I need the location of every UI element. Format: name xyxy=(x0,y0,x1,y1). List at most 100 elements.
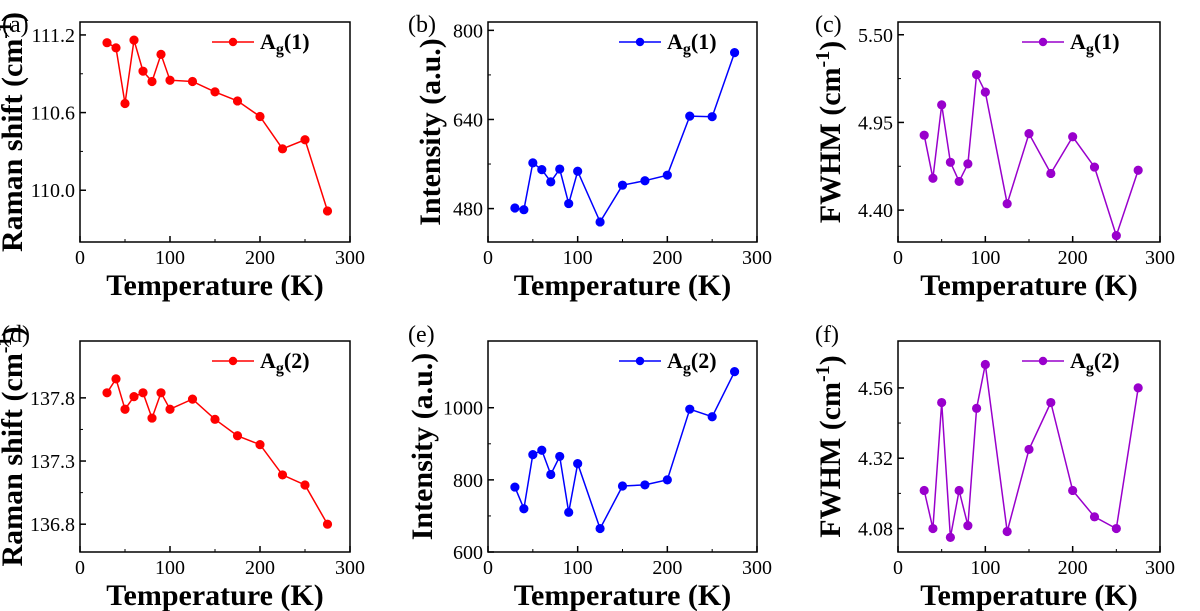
legend-marker xyxy=(1038,356,1048,366)
data-point xyxy=(232,431,243,441)
data-point xyxy=(210,414,220,424)
x-axis-label: Temperature (K) xyxy=(920,269,1137,302)
y-axis-label: Intensity (a.u.) xyxy=(414,38,447,226)
x-tick-label: 100 xyxy=(563,557,593,579)
data-point xyxy=(1133,383,1143,393)
legend: Ag(1) xyxy=(212,29,310,58)
x-tick-label: 300 xyxy=(335,557,365,579)
data-point xyxy=(165,75,175,85)
y-tick-label: 1000 xyxy=(443,398,483,420)
y-tick-label: 4.08 xyxy=(858,519,893,541)
x-tick-label: 300 xyxy=(742,557,772,579)
data-point xyxy=(564,507,574,517)
data-point xyxy=(937,397,947,408)
y-tick-label: 4.32 xyxy=(858,448,893,470)
data-point xyxy=(1068,485,1078,496)
data-point xyxy=(980,87,990,97)
data-point xyxy=(685,404,695,414)
data-point xyxy=(510,482,520,492)
data-point xyxy=(1111,523,1121,534)
x-axis-label: Temperature (K) xyxy=(514,579,731,611)
data-point xyxy=(980,359,990,370)
panel-label: (c) xyxy=(815,12,842,38)
data-point xyxy=(120,404,130,414)
y-axis-label: FWHM (cm-1) xyxy=(812,355,847,537)
x-tick-label: 200 xyxy=(652,247,682,269)
data-point xyxy=(555,451,565,462)
data-point xyxy=(707,412,717,422)
data-point xyxy=(537,445,547,455)
x-tick-label: 100 xyxy=(563,247,593,269)
data-point xyxy=(573,166,583,176)
legend: Ag(1) xyxy=(619,29,717,58)
data-point xyxy=(1046,397,1056,408)
legend-label: Ag(1) xyxy=(667,29,717,58)
series-line xyxy=(106,39,329,212)
data-point xyxy=(685,111,695,121)
x-tick-label: 200 xyxy=(1058,557,1088,579)
panel-5: (e) 0 100 200 300 600 800 1000 Temperature (K) In… xyxy=(406,322,772,611)
x-tick-label: 100 xyxy=(970,557,1000,579)
x-tick-label: 0 xyxy=(75,247,85,269)
data-point xyxy=(919,485,929,496)
x-axis-label: Temperature (K) xyxy=(514,269,731,302)
y-tick-label: 480 xyxy=(453,199,483,221)
data-point xyxy=(640,176,650,186)
data-point xyxy=(111,43,121,53)
legend: Ag(2) xyxy=(619,348,717,377)
x-tick-label: 0 xyxy=(483,247,493,269)
y-tick-label: 137.8 xyxy=(30,388,75,410)
data-point xyxy=(102,38,112,48)
y-axis-label: FWHM (cm-1) xyxy=(812,41,847,223)
y-tick-label: 111.2 xyxy=(31,25,75,47)
x-tick-label: 200 xyxy=(245,247,275,269)
y-tick-label: 640 xyxy=(453,109,483,131)
data-point xyxy=(928,173,938,183)
data-point xyxy=(640,480,650,490)
y-axis-label: Intensity (a.u.) xyxy=(406,353,439,541)
data-point xyxy=(120,98,130,109)
x-tick-label: 0 xyxy=(483,557,493,579)
data-point xyxy=(546,177,556,187)
data-point xyxy=(255,440,265,450)
panel-4: (d) 0 100 200 300 136.8 137.3 137.8 Temperature … xyxy=(0,322,365,611)
data-point xyxy=(147,413,157,423)
legend-label: Ag(1) xyxy=(260,29,310,58)
x-tick-label: 200 xyxy=(1058,247,1088,269)
series-line xyxy=(514,371,736,531)
x-tick-label: 100 xyxy=(155,557,185,579)
series-line xyxy=(514,52,736,224)
data-point xyxy=(1024,128,1034,139)
data-point xyxy=(232,96,243,106)
panel-label: (d) xyxy=(2,322,30,348)
panel-6: (f) 0 100 200 300 4.08 4.32 4.56 Temperature (K)… xyxy=(812,322,1175,611)
data-point xyxy=(564,198,574,209)
legend-label: Ag(1) xyxy=(1070,29,1120,58)
panel-2: (b) 0 100 200 300 480 640 800 Temperature (K) Int… xyxy=(408,12,772,302)
data-point xyxy=(729,48,740,58)
series-line xyxy=(923,71,1139,239)
x-tick-label: 200 xyxy=(652,557,682,579)
legend-label: Ag(2) xyxy=(667,348,717,377)
legend: Ag(2) xyxy=(1022,348,1120,377)
y-tick-label: 110.0 xyxy=(31,180,75,202)
data-point xyxy=(707,112,717,122)
data-point xyxy=(156,49,166,59)
axes-frame xyxy=(79,21,351,243)
data-point xyxy=(662,475,672,485)
legend-marker xyxy=(228,37,238,47)
data-point xyxy=(528,450,538,460)
panel-3: (c) 0 100 200 300 4.40 4.95 5.50 Temperature (K)… xyxy=(812,12,1175,302)
data-point xyxy=(1089,162,1100,172)
data-point xyxy=(519,205,529,215)
data-point xyxy=(519,504,529,514)
data-point xyxy=(165,404,175,414)
data-point xyxy=(255,111,265,122)
y-tick-label: 4.95 xyxy=(858,112,893,134)
data-point xyxy=(617,180,628,190)
data-point xyxy=(129,35,139,45)
data-point xyxy=(954,176,964,187)
data-point xyxy=(945,532,956,542)
data-point xyxy=(595,523,605,534)
x-axis-label: Temperature (K) xyxy=(920,579,1137,611)
